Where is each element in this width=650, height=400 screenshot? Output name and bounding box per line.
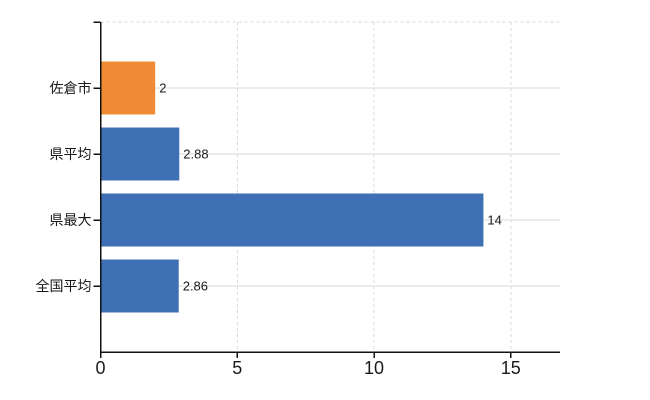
x-tick-label: 5 bbox=[232, 358, 242, 378]
bar-3 bbox=[100, 259, 179, 313]
category-label: 全国平均 bbox=[36, 278, 92, 294]
bar-2 bbox=[100, 193, 484, 247]
bar-value-label: 2 bbox=[159, 81, 166, 96]
bar-value-label: 2.88 bbox=[183, 147, 208, 162]
category-label: 県平均 bbox=[50, 146, 92, 162]
bar-value-label: 2.86 bbox=[183, 279, 208, 294]
category-label: 県最大 bbox=[50, 212, 92, 228]
bar-1 bbox=[100, 127, 180, 181]
bar-value-label: 14 bbox=[487, 213, 501, 228]
category-label: 佐倉市 bbox=[50, 80, 92, 96]
x-tick-label: 15 bbox=[501, 358, 521, 378]
x-tick-label: 0 bbox=[95, 358, 105, 378]
x-tick-label: 10 bbox=[364, 358, 384, 378]
bar-0 bbox=[100, 61, 156, 115]
